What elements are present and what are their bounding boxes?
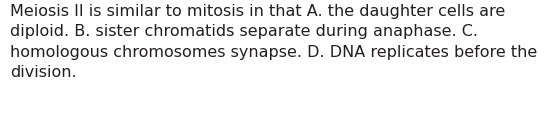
Text: Meiosis II is similar to mitosis in that A. the daughter cells are
diploid. B. s: Meiosis II is similar to mitosis in that…: [10, 4, 537, 80]
